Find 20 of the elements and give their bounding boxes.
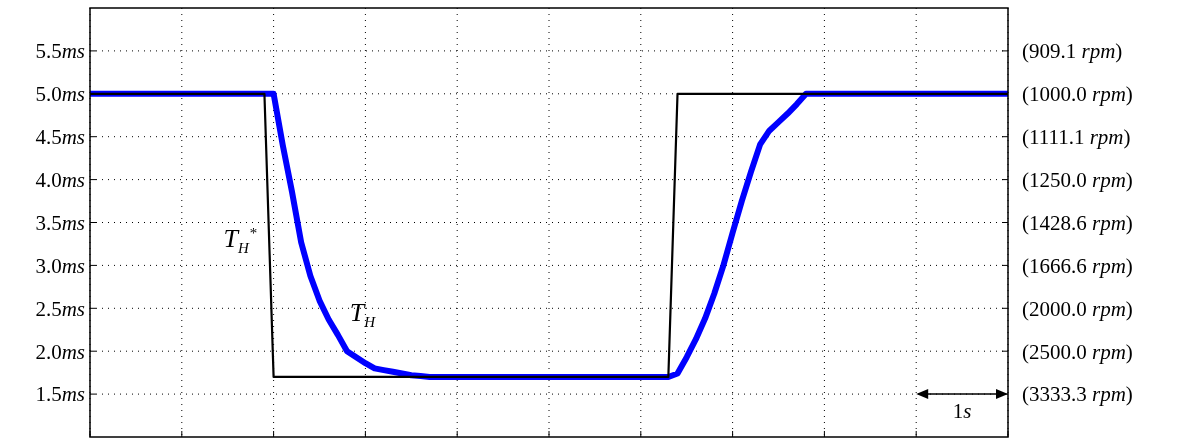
y-tick-label: 4.0ms [35,167,85,192]
text: (1666.6 rpm) [1022,253,1133,278]
text: (909.1 rpm) [1022,39,1123,64]
y-tick-label: 1.5ms [35,382,85,407]
text: (1250.0 rpm) [1022,167,1133,192]
y-tick-label: 4.5ms [35,125,85,150]
y-tick-label: 3.5ms [35,210,85,235]
text: (1428.6 rpm) [1022,210,1133,235]
series-label: T$_{H}$ [349,297,377,330]
y-tick-label: 2.5ms [35,296,85,321]
y-tick-label: 5.0ms [35,82,85,107]
y-tick-label: 2.0ms [35,339,85,364]
text: (3333.3 rpm) [1022,382,1133,407]
text: (2500.0 rpm) [1022,339,1133,364]
text: (1111.1 rpm) [1022,125,1131,150]
text: (2000.0 rpm) [1022,296,1133,321]
text: (1000.0 rpm) [1022,82,1133,107]
annotation: 1s [952,399,972,424]
y-tick-label: 3.0ms [35,253,85,278]
y-tick-label: 5.5ms [35,39,85,64]
